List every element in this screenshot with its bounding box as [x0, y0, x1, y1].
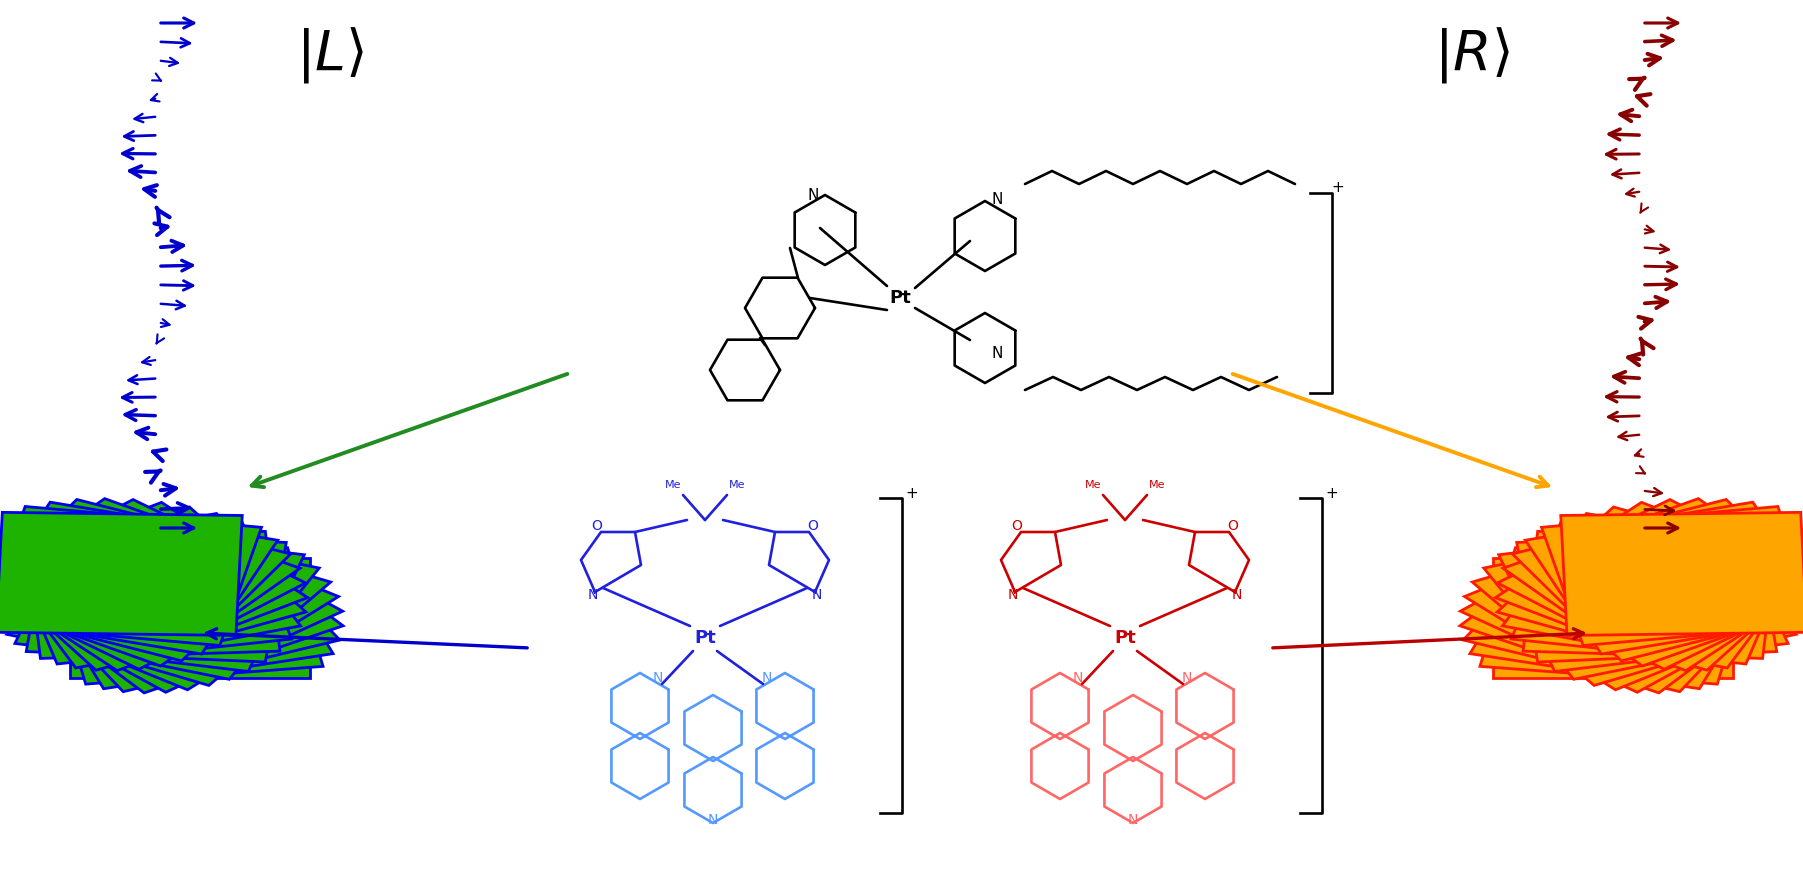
Polygon shape: [9, 526, 343, 693]
Polygon shape: [1504, 498, 1803, 666]
Polygon shape: [14, 526, 305, 671]
Polygon shape: [0, 507, 307, 670]
Text: N: N: [763, 671, 772, 685]
Polygon shape: [1511, 522, 1796, 664]
Text: Pt: Pt: [889, 289, 911, 307]
Polygon shape: [1460, 523, 1799, 692]
Text: N: N: [709, 813, 718, 827]
Polygon shape: [25, 532, 279, 658]
Text: N: N: [1008, 588, 1019, 602]
Text: $|R\rangle$: $|R\rangle$: [1433, 25, 1509, 85]
Text: +: +: [905, 486, 918, 501]
Polygon shape: [0, 502, 308, 670]
Polygon shape: [50, 547, 323, 684]
Text: Pt: Pt: [694, 629, 716, 647]
Polygon shape: [34, 539, 334, 689]
Polygon shape: [1460, 526, 1794, 693]
Text: N: N: [811, 588, 822, 602]
Polygon shape: [1484, 523, 1796, 679]
Text: Me: Me: [1149, 480, 1165, 490]
Polygon shape: [7, 522, 292, 664]
Polygon shape: [1496, 507, 1803, 670]
Polygon shape: [1473, 521, 1801, 685]
Polygon shape: [0, 512, 242, 636]
Text: N: N: [808, 188, 819, 203]
Polygon shape: [1464, 521, 1801, 690]
Text: N: N: [1129, 813, 1138, 827]
Text: +: +: [1332, 181, 1345, 196]
Polygon shape: [1496, 499, 1803, 670]
Polygon shape: [4, 523, 343, 692]
Polygon shape: [1495, 502, 1803, 670]
Polygon shape: [20, 532, 339, 691]
Text: N: N: [992, 346, 1002, 361]
Text: N: N: [1073, 671, 1084, 685]
Text: Me: Me: [665, 480, 682, 490]
Text: N: N: [992, 193, 1002, 208]
Text: Me: Me: [1085, 480, 1102, 490]
Polygon shape: [1493, 558, 1733, 678]
Polygon shape: [1525, 502, 1803, 654]
Polygon shape: [1480, 547, 1753, 684]
Text: $|L\rangle$: $|L\rangle$: [296, 25, 364, 85]
Polygon shape: [70, 558, 310, 678]
Polygon shape: [7, 523, 319, 679]
Text: Me: Me: [728, 480, 745, 490]
Text: O: O: [808, 519, 819, 533]
Text: O: O: [1011, 519, 1022, 533]
Text: N: N: [588, 588, 599, 602]
Polygon shape: [1524, 532, 1778, 658]
Polygon shape: [27, 532, 287, 662]
Polygon shape: [0, 499, 290, 661]
Polygon shape: [1516, 532, 1776, 662]
Polygon shape: [1513, 499, 1803, 661]
Polygon shape: [2, 521, 330, 685]
Text: N: N: [1231, 588, 1242, 602]
Text: O: O: [1228, 519, 1239, 533]
Polygon shape: [0, 502, 278, 654]
Polygon shape: [1502, 513, 1803, 668]
Polygon shape: [0, 513, 301, 668]
Text: N: N: [653, 671, 664, 685]
Text: Pt: Pt: [1114, 629, 1136, 647]
Polygon shape: [1464, 532, 1783, 691]
Polygon shape: [1469, 539, 1769, 689]
Text: N: N: [1181, 671, 1192, 685]
Text: +: +: [1325, 486, 1338, 501]
Polygon shape: [1542, 506, 1803, 645]
Polygon shape: [0, 499, 307, 670]
Polygon shape: [2, 521, 339, 690]
Text: O: O: [591, 519, 602, 533]
Polygon shape: [0, 506, 261, 645]
Polygon shape: [1561, 512, 1803, 636]
Polygon shape: [1498, 526, 1789, 671]
Polygon shape: [0, 498, 299, 666]
